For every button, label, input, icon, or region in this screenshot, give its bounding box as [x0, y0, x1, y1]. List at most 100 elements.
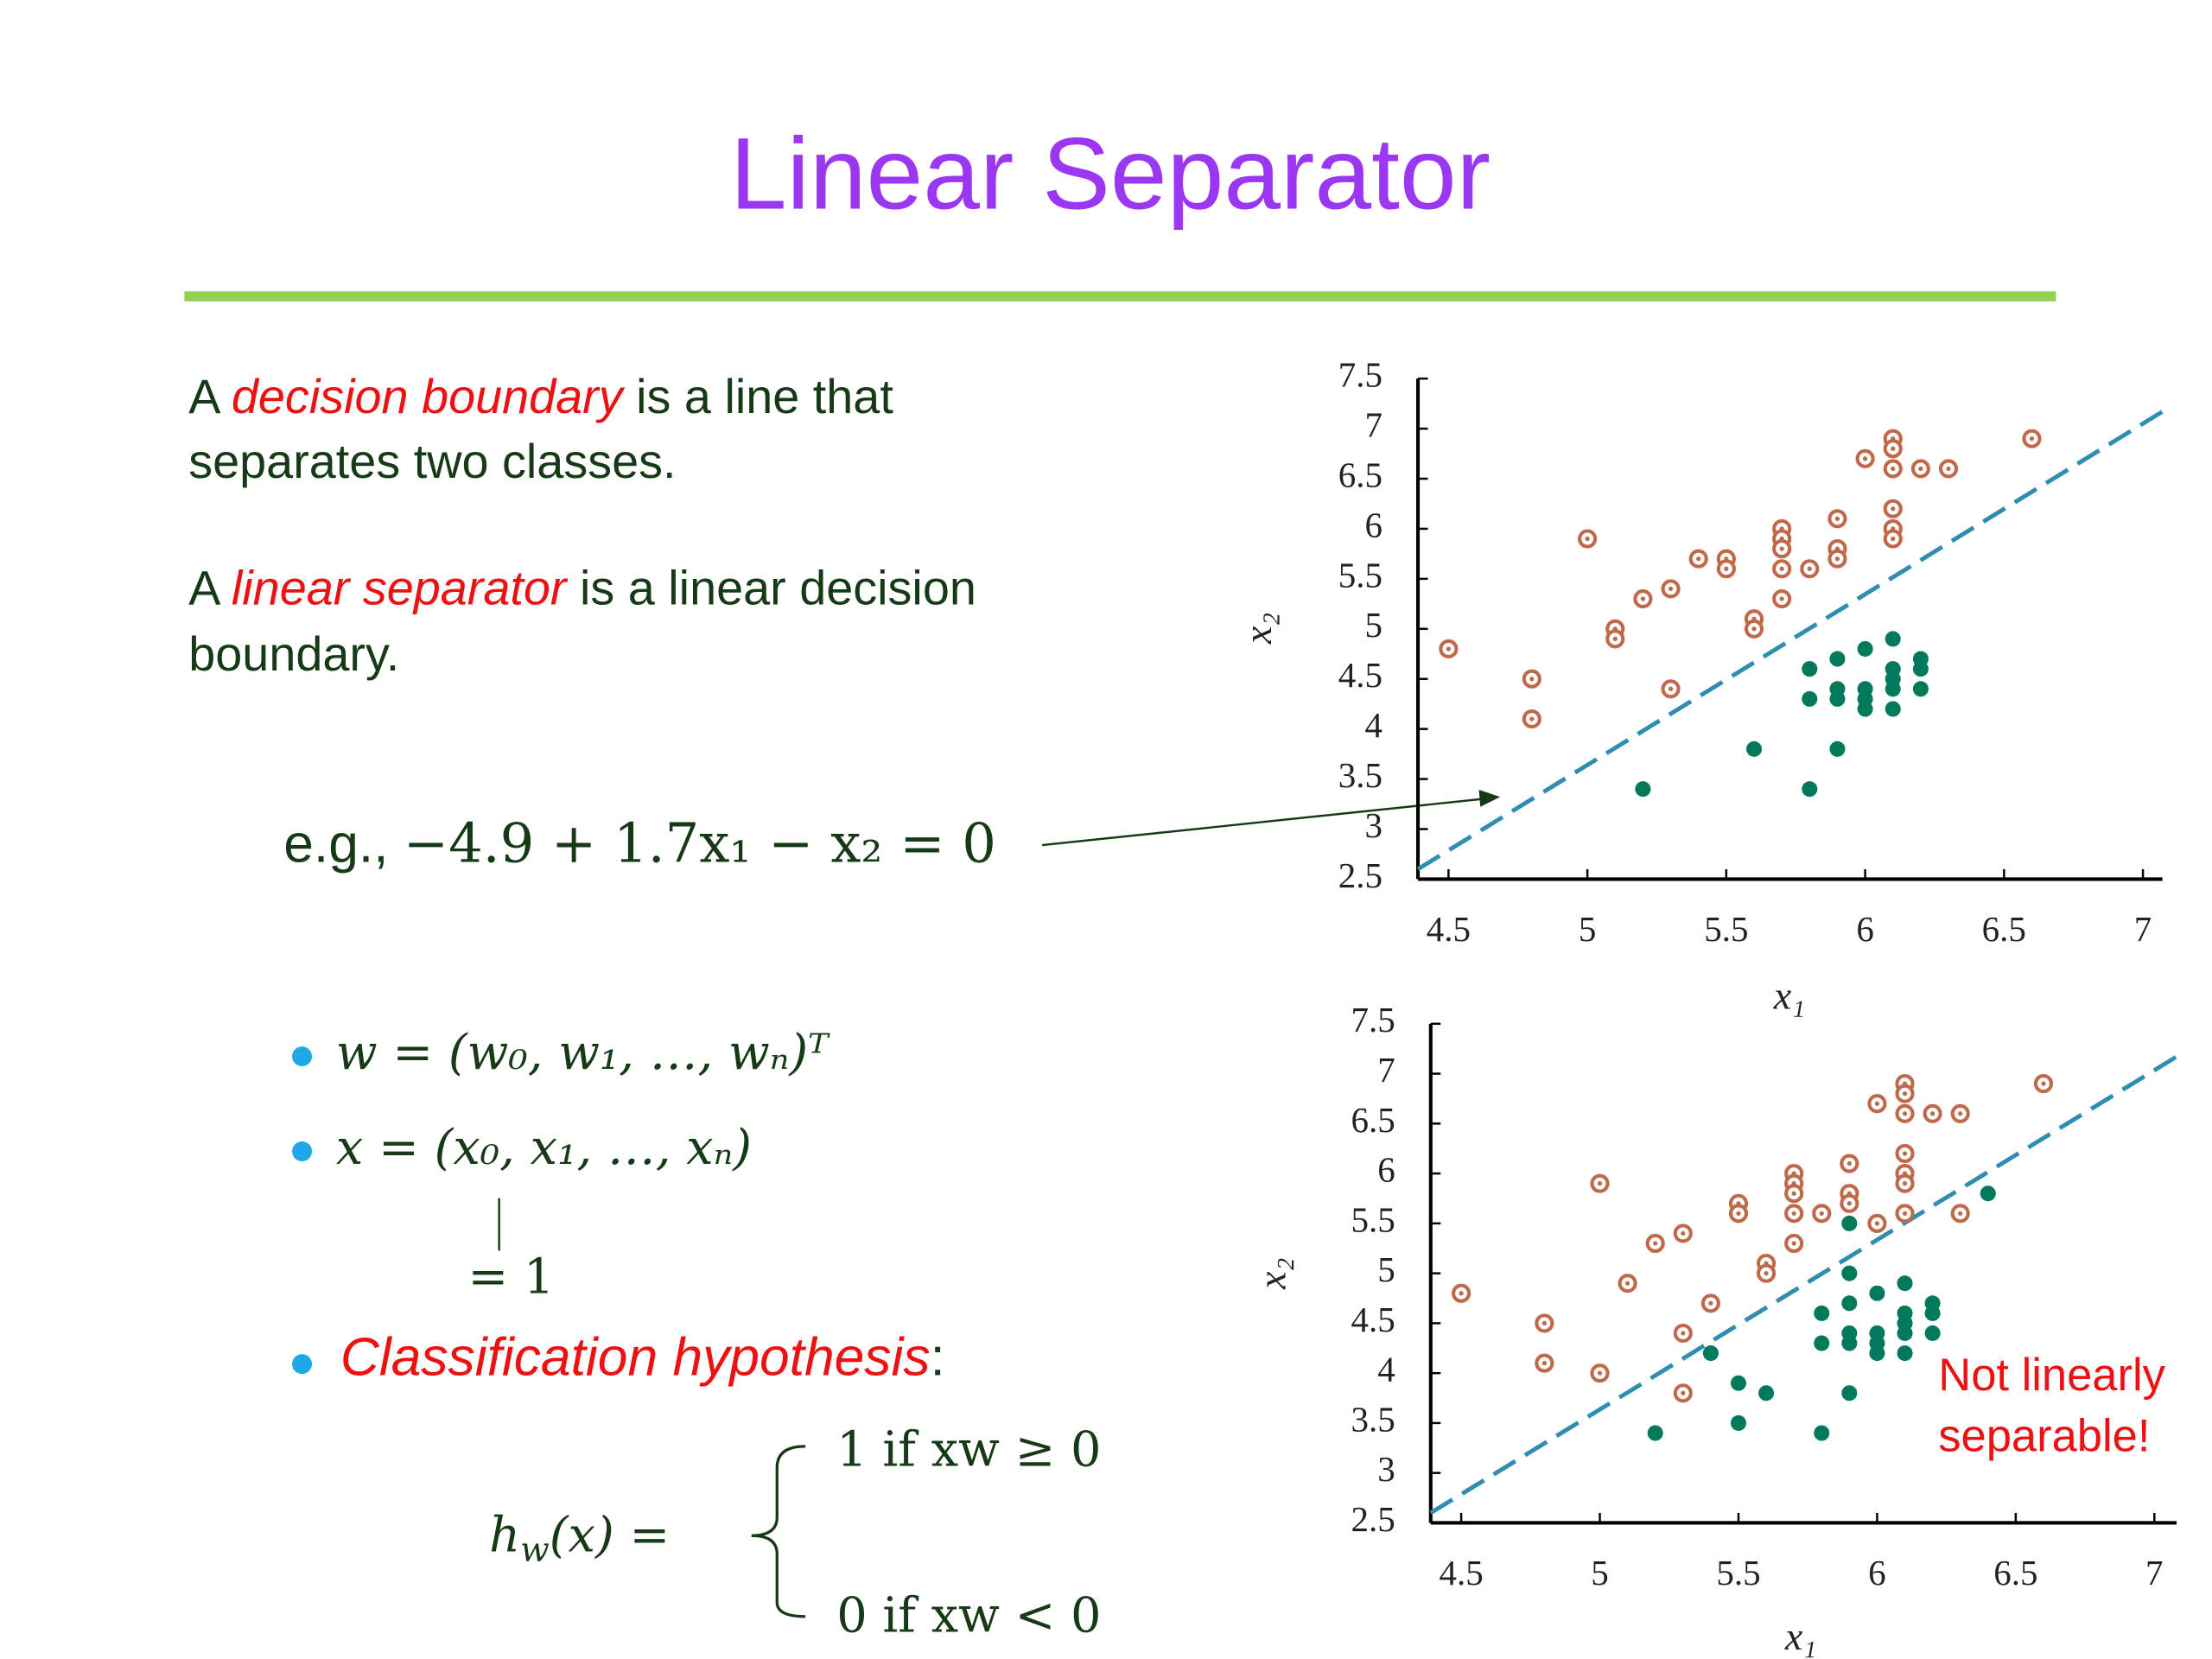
point [1883, 439, 1903, 459]
x-tick-label: 6 [1868, 1553, 1886, 1592]
point [1840, 1193, 1859, 1213]
y-tick-label: 6.5 [1338, 454, 1382, 494]
point [1895, 1173, 1915, 1193]
note: = 1 [468, 1249, 555, 1305]
point [1590, 1363, 1610, 1383]
point [1950, 1103, 1970, 1123]
point [1758, 1385, 1775, 1402]
y-tick-label: 5.5 [1351, 1199, 1395, 1239]
y-axis-label: x₂ [1249, 1257, 1294, 1289]
point [1897, 1345, 1913, 1362]
point-center [1597, 1181, 1603, 1186]
point [1895, 1084, 1915, 1103]
point-center [1681, 1230, 1686, 1236]
y-tick-label: 3.5 [1351, 1399, 1395, 1439]
x-axis-label: x₁ [1773, 973, 1805, 1017]
annotation: Not linearly [1938, 1350, 2165, 1401]
point-center [1958, 1111, 1963, 1116]
y-tick-label: 4 [1377, 1350, 1395, 1389]
point [1730, 1414, 1747, 1431]
point-center [1668, 586, 1674, 592]
point [1841, 1265, 1858, 1281]
point-center [1902, 1211, 1908, 1216]
point [1772, 539, 1792, 559]
point [1980, 1185, 1996, 1202]
point [1618, 1274, 1637, 1294]
point [1841, 1385, 1858, 1402]
point-center [1668, 686, 1674, 691]
point [1452, 1283, 1471, 1303]
point [1814, 1335, 1830, 1351]
slide-title: Linear Separator [730, 117, 1491, 231]
point [1910, 459, 1930, 479]
point [1535, 1313, 1554, 1333]
hypothesis-lhs: hw(x) = [489, 1507, 670, 1570]
subscript: w [520, 1530, 550, 1570]
point [1756, 1263, 1777, 1283]
x-tick-label: 5.5 [1704, 909, 1748, 949]
point-center [1847, 1160, 1852, 1166]
point-center [1834, 516, 1840, 521]
x-tick-label: 6.5 [1982, 909, 2026, 949]
point-center [1891, 506, 1896, 512]
point [1439, 639, 1459, 659]
arrow [1042, 797, 1490, 847]
point [1855, 448, 1875, 468]
point-center [1446, 646, 1452, 652]
x-tick-label: 6 [1856, 909, 1874, 949]
point-center [1612, 636, 1618, 642]
point-center [1736, 1211, 1741, 1216]
point-center [1708, 1300, 1713, 1306]
definition-line: A linear separator is a linear decision [188, 560, 976, 614]
point [1784, 1204, 1804, 1224]
y-tick-label: 3 [1364, 805, 1382, 845]
point [1867, 1213, 1887, 1233]
point [1673, 1383, 1693, 1403]
point [1829, 651, 1846, 667]
point [1869, 1285, 1885, 1301]
point [1938, 459, 1959, 479]
point [1745, 741, 1763, 757]
point-center [1918, 466, 1923, 472]
point [1800, 559, 1820, 579]
point-center [1640, 596, 1646, 601]
term: Classification hypothesis [340, 1328, 931, 1388]
point [1744, 619, 1764, 639]
point-center [1874, 1101, 1880, 1106]
point [1883, 459, 1903, 479]
point [1883, 529, 1903, 549]
point-center [1807, 566, 1812, 571]
definition-line: boundary. [188, 626, 399, 681]
separator-line [1416, 410, 2164, 871]
y-axis-label: x₂ [1236, 613, 1280, 645]
point [1645, 1233, 1665, 1254]
point-center [1819, 1211, 1824, 1216]
y-tick-label: 2.5 [1351, 1499, 1395, 1539]
x-tick-label: 5.5 [1716, 1553, 1760, 1592]
y-tick-label: 5.5 [1338, 555, 1382, 594]
text: is a line that [623, 369, 894, 423]
point-center [1459, 1291, 1464, 1296]
point [1716, 559, 1736, 579]
point-center [2029, 436, 2035, 442]
point-center [1541, 1320, 1547, 1326]
point [1829, 690, 1846, 707]
point-center [2041, 1081, 2046, 1086]
point-center [1779, 566, 1784, 571]
point-center [1834, 556, 1840, 562]
x-tick-label: 7 [2145, 1553, 2164, 1592]
point [1885, 701, 1901, 717]
text: : [931, 1328, 945, 1388]
point [1772, 588, 1792, 609]
y-tick-label: 6.5 [1351, 1100, 1395, 1140]
point [1840, 1154, 1859, 1173]
point [1895, 1204, 1915, 1224]
point [1661, 579, 1681, 599]
point [1841, 1215, 1858, 1231]
point-center [1847, 1201, 1852, 1206]
point-center [1902, 1091, 1908, 1096]
y-tick-label: 7.5 [1351, 1000, 1395, 1039]
point-center [1653, 1241, 1658, 1246]
